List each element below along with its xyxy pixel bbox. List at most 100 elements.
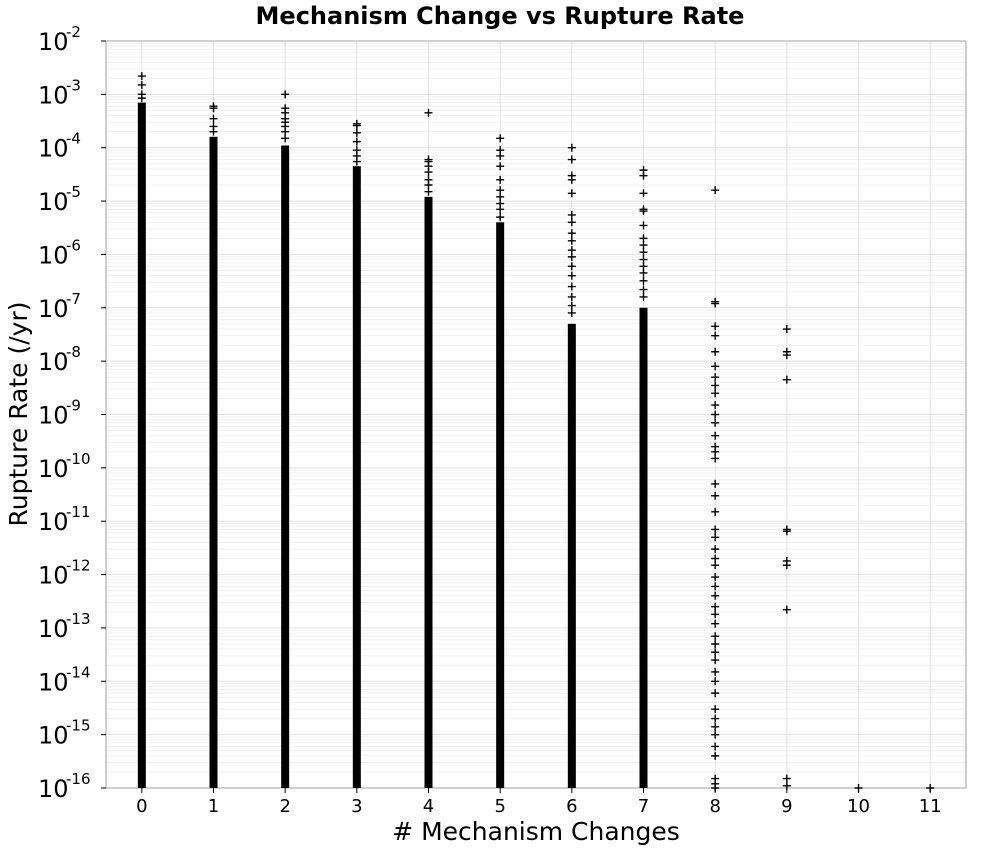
x-tick-label: 11	[919, 796, 942, 817]
dense-point-cluster	[281, 145, 290, 789]
data-point	[711, 331, 720, 340]
dense-point-cluster	[496, 222, 505, 788]
data-point	[711, 418, 720, 427]
data-point	[567, 308, 576, 317]
data-point	[711, 491, 720, 500]
y-tick-label: 10	[38, 455, 69, 483]
data-point	[711, 742, 720, 751]
y-tick-label: 10	[38, 241, 69, 269]
y-tick-exponent: -13	[66, 610, 91, 628]
data-point	[567, 301, 576, 310]
data-point	[209, 104, 218, 113]
data-point	[711, 299, 720, 308]
x-tick-label: 3	[351, 796, 362, 817]
data-point	[639, 276, 648, 285]
data-point	[567, 175, 576, 184]
data-point	[639, 234, 648, 243]
data-point	[567, 252, 576, 261]
data-point	[711, 561, 720, 570]
y-tick-exponent: -16	[66, 770, 91, 788]
data-point	[711, 381, 720, 390]
data-point	[782, 774, 791, 783]
x-tick-label: 10	[847, 796, 870, 817]
data-point	[567, 218, 576, 227]
y-tick-label: 10	[38, 348, 69, 376]
y-tick-label: 10	[38, 81, 69, 109]
data-point	[711, 554, 720, 563]
data-point	[711, 525, 720, 534]
x-tick-label: 0	[136, 796, 147, 817]
data-point	[711, 677, 720, 686]
dense-point-cluster	[352, 166, 361, 788]
data-point	[711, 639, 720, 648]
data-point	[567, 292, 576, 301]
y-tick-exponent: -2	[66, 23, 81, 41]
data-point	[711, 431, 720, 440]
data-point	[352, 157, 361, 166]
data-point	[711, 714, 720, 723]
data-point	[711, 454, 720, 463]
x-tick-label: 6	[566, 796, 577, 817]
data-point	[711, 401, 720, 410]
data-point	[281, 134, 290, 143]
x-axis-label: # Mechanism Changes	[392, 817, 680, 846]
y-tick-label: 10	[38, 775, 69, 803]
data-point	[209, 114, 218, 123]
data-point	[711, 619, 720, 628]
data-point	[567, 155, 576, 164]
data-points	[137, 72, 935, 792]
x-tick-label: 2	[279, 796, 290, 817]
data-point	[639, 268, 648, 277]
data-point	[711, 389, 720, 398]
data-point	[496, 151, 505, 160]
data-point	[711, 545, 720, 554]
data-point	[711, 322, 720, 331]
data-point	[639, 221, 648, 230]
data-point	[782, 325, 791, 334]
data-point	[639, 285, 648, 294]
data-point	[711, 573, 720, 582]
data-point	[711, 347, 720, 356]
data-point	[567, 229, 576, 238]
data-point	[711, 362, 720, 371]
y-tick-labels: 10-1610-1510-1410-1310-1210-1110-1010-91…	[38, 23, 106, 803]
y-tick-label: 10	[38, 295, 69, 323]
dense-point-cluster	[424, 196, 433, 788]
data-point	[424, 187, 433, 196]
data-point	[567, 143, 576, 152]
data-point	[496, 162, 505, 171]
y-tick-exponent: -14	[66, 663, 91, 681]
data-point	[639, 292, 648, 301]
y-tick-exponent: -3	[66, 76, 81, 94]
data-point	[352, 137, 361, 146]
data-point	[711, 186, 720, 195]
data-point	[137, 80, 146, 89]
y-tick-exponent: -8	[66, 343, 81, 361]
grid	[106, 40, 966, 789]
data-point	[782, 375, 791, 384]
x-tick-label: 7	[638, 796, 649, 817]
y-tick-exponent: -4	[66, 130, 81, 148]
y-tick-label: 10	[38, 562, 69, 590]
data-point	[782, 351, 791, 360]
data-point	[782, 561, 791, 570]
data-point	[711, 730, 720, 739]
data-point	[711, 632, 720, 641]
data-point	[639, 171, 648, 180]
data-point	[711, 507, 720, 516]
y-tick-exponent: -15	[66, 717, 91, 735]
y-tick-label: 10	[38, 28, 69, 56]
data-point	[711, 582, 720, 591]
data-point	[567, 189, 576, 198]
y-tick-exponent: -12	[66, 557, 91, 575]
y-tick-exponent: -9	[66, 397, 81, 415]
data-point	[567, 236, 576, 245]
data-point	[424, 181, 433, 190]
data-point	[782, 527, 791, 536]
data-point	[639, 241, 648, 250]
data-point	[352, 128, 361, 137]
y-tick-exponent: -10	[66, 450, 91, 468]
data-point	[352, 121, 361, 130]
data-point	[567, 282, 576, 291]
x-tick-label: 5	[494, 796, 505, 817]
